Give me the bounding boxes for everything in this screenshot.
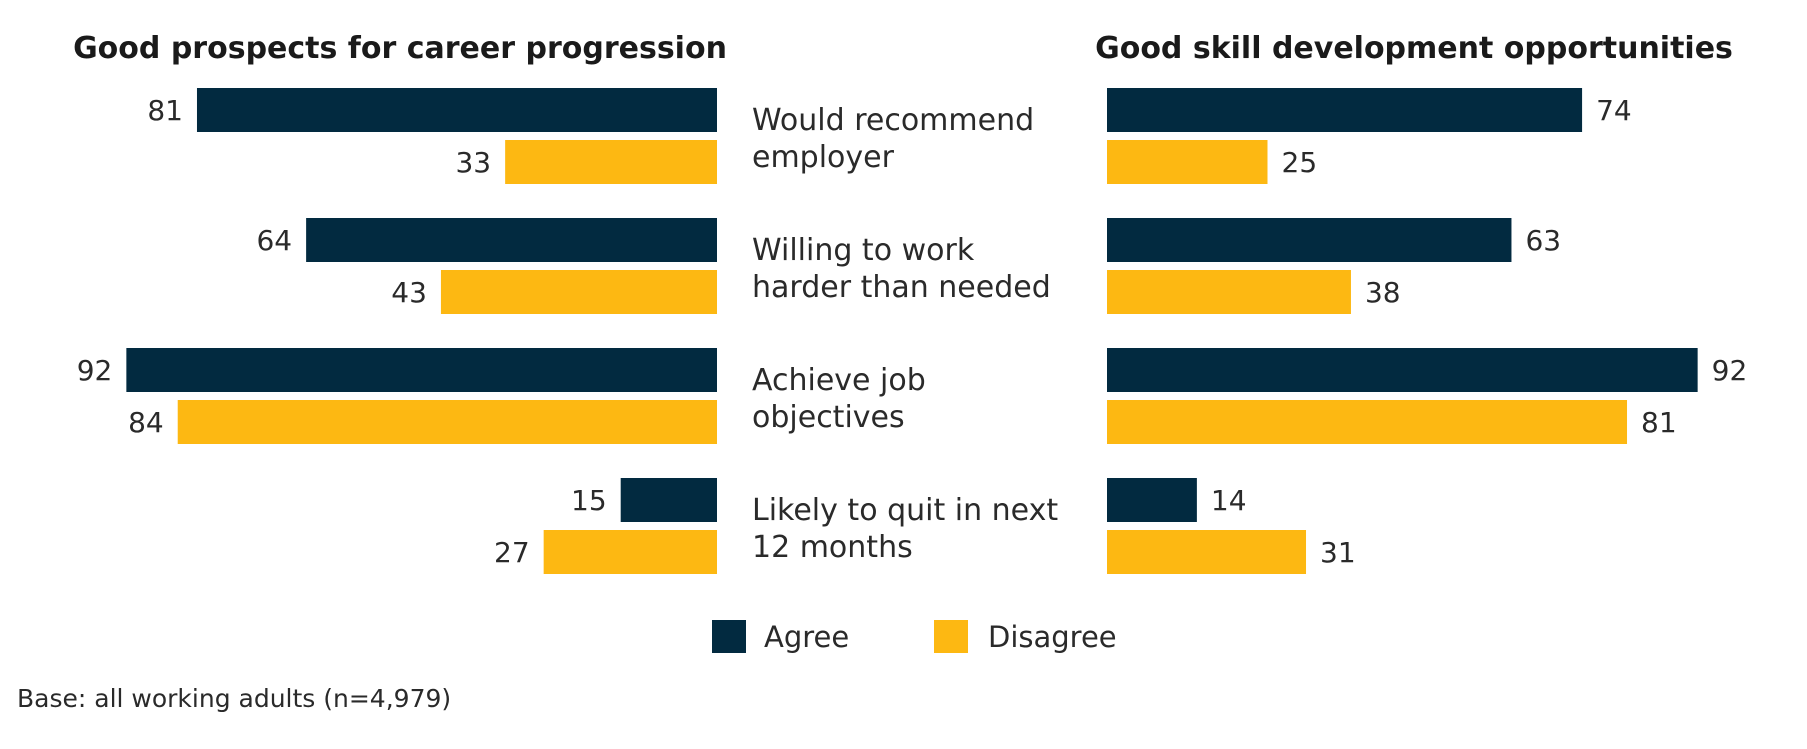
category-label-0-line-0: Would recommend (752, 103, 1034, 138)
panel-title-left: Good prospects for career progression (73, 31, 727, 66)
bar-left-agree-1 (306, 218, 717, 262)
value-label-right-agree-2: 92 (1712, 354, 1748, 387)
bars-left: 81 64 92 15 33 43 84 27 (77, 88, 718, 574)
bar-left-disagree-0 (505, 140, 717, 184)
value-label-left-agree-3: 15 (571, 484, 607, 517)
bar-right-agree-3 (1107, 478, 1197, 522)
bar-left-disagree-2 (177, 400, 718, 444)
value-label-right-agree-0: 74 (1596, 94, 1632, 127)
legend-label-agree: Agree (764, 620, 849, 654)
value-label-left-agree-2: 92 (77, 354, 113, 387)
category-label-1-line-0: Willing to work (752, 233, 975, 268)
value-label-right-agree-1: 63 (1525, 224, 1561, 257)
value-label-right-disagree-3: 31 (1320, 536, 1356, 569)
legend-label-disagree: Disagree (988, 620, 1117, 654)
bars-right: 74 63 92 14 25 38 81 31 (1107, 88, 1747, 574)
bar-right-disagree-1 (1107, 270, 1351, 314)
bar-left-disagree-1 (440, 270, 717, 314)
bar-right-disagree-2 (1107, 400, 1628, 444)
value-label-left-agree-0: 81 (147, 94, 183, 127)
bar-left-agree-0 (196, 88, 718, 132)
value-label-left-disagree-0: 33 (455, 146, 491, 179)
value-label-left-agree-1: 64 (256, 224, 292, 257)
bar-right-agree-0 (1107, 88, 1583, 132)
bar-right-disagree-3 (1107, 530, 1307, 574)
panel-title-right: Good skill development opportunities (1095, 31, 1733, 66)
value-label-right-disagree-2: 81 (1641, 406, 1677, 439)
category-label-2-line-1: objectives (752, 400, 905, 435)
category-label-0-line-1: employer (752, 140, 895, 175)
bar-right-agree-2 (1107, 348, 1698, 392)
value-label-right-disagree-1: 38 (1365, 276, 1401, 309)
bar-left-agree-2 (126, 348, 718, 392)
value-label-left-disagree-1: 43 (391, 276, 427, 309)
legend-swatch-disagree (934, 620, 968, 653)
value-label-right-agree-3: 14 (1211, 484, 1247, 517)
bar-left-disagree-3 (543, 530, 717, 574)
category-label-3-line-0: Likely to quit in next (752, 493, 1058, 528)
bar-right-disagree-0 (1107, 140, 1268, 184)
legend: Agree Disagree (712, 620, 1117, 654)
bar-right-agree-1 (1107, 218, 1512, 262)
legend-swatch-agree (712, 620, 746, 653)
category-label-3-line-1: 12 months (752, 530, 913, 565)
bar-left-agree-3 (620, 478, 717, 522)
value-label-left-disagree-2: 84 (128, 406, 164, 439)
category-label-2-line-0: Achieve job (752, 363, 926, 398)
category-label-1-line-1: harder than needed (752, 270, 1051, 305)
base-footnote: Base: all working adults (n=4,979) (17, 684, 451, 713)
value-label-right-disagree-0: 25 (1282, 146, 1318, 179)
value-label-left-disagree-3: 27 (494, 536, 530, 569)
